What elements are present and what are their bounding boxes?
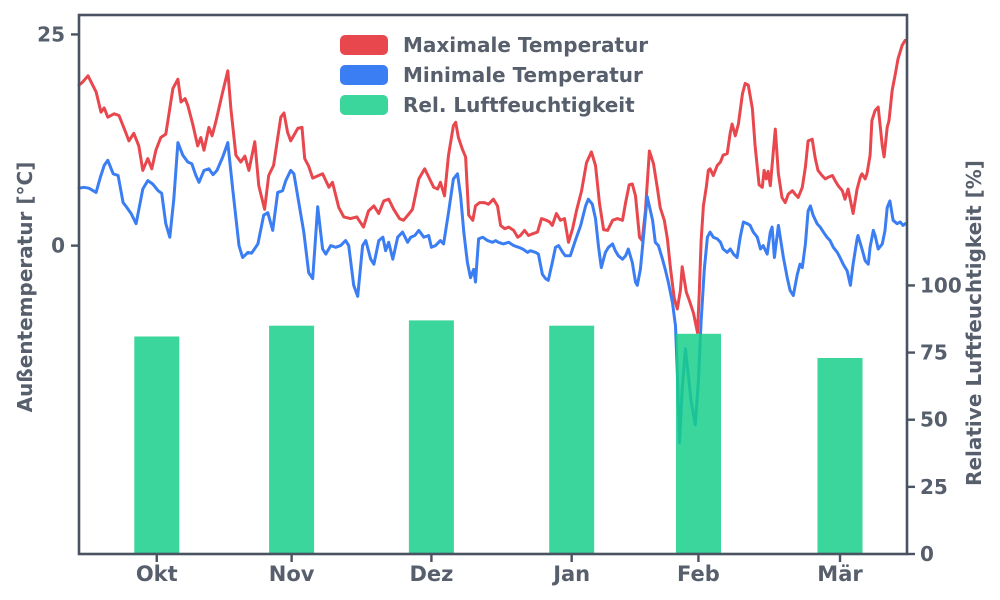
x-tick-label-Mär: Mär <box>817 562 863 586</box>
max-temp-line <box>77 38 907 335</box>
humidity-bar-Dez <box>408 320 454 554</box>
right-tick-label: 100 <box>920 273 962 297</box>
humidity-swatch-icon <box>340 95 388 115</box>
right-tick-label: 25 <box>920 475 948 499</box>
right-tick-label: 75 <box>920 341 948 365</box>
right-tick-label: 50 <box>920 408 948 432</box>
x-tick-label-Dez: Dez <box>409 562 453 586</box>
x-tick-label-Okt: Okt <box>136 562 178 586</box>
left-axis-title: Außentemperatur [°C] <box>13 161 37 413</box>
max-temp-swatch-icon <box>340 35 388 55</box>
x-tick-label-Jan: Jan <box>551 562 590 586</box>
min-temp-swatch-icon <box>340 65 388 85</box>
humidity-bar-Nov <box>269 325 315 554</box>
legend-item-max-temp: Maximale Temperatur <box>340 35 648 55</box>
left-tick-label: 25 <box>37 22 65 46</box>
humidity-bar-Mär <box>817 358 863 554</box>
humidity-bar-Jan <box>549 325 595 554</box>
x-tick-label-Feb: Feb <box>677 562 720 586</box>
legend-label-humidity: Rel. Luftfeuchtigkeit <box>403 93 635 117</box>
legend-item-min-temp: Minimale Temperatur <box>340 65 648 85</box>
left-tick-label: 0 <box>51 234 65 258</box>
legend: Maximale Temperatur Minimale Temperatur … <box>340 35 648 115</box>
legend-label-max-temp: Maximale Temperatur <box>403 33 649 57</box>
min-temp-line <box>77 141 907 444</box>
legend-item-humidity: Rel. Luftfeuchtigkeit <box>340 95 648 115</box>
right-axis-title: Relative Luftfeuchtigkeit [%] <box>962 160 986 486</box>
legend-label-min-temp: Minimale Temperatur <box>403 63 643 87</box>
right-tick-label: 0 <box>920 542 934 566</box>
humidity-bar-Okt <box>134 336 180 554</box>
x-tick-label-Nov: Nov <box>269 562 315 586</box>
humidity-bar-Feb <box>676 333 721 554</box>
